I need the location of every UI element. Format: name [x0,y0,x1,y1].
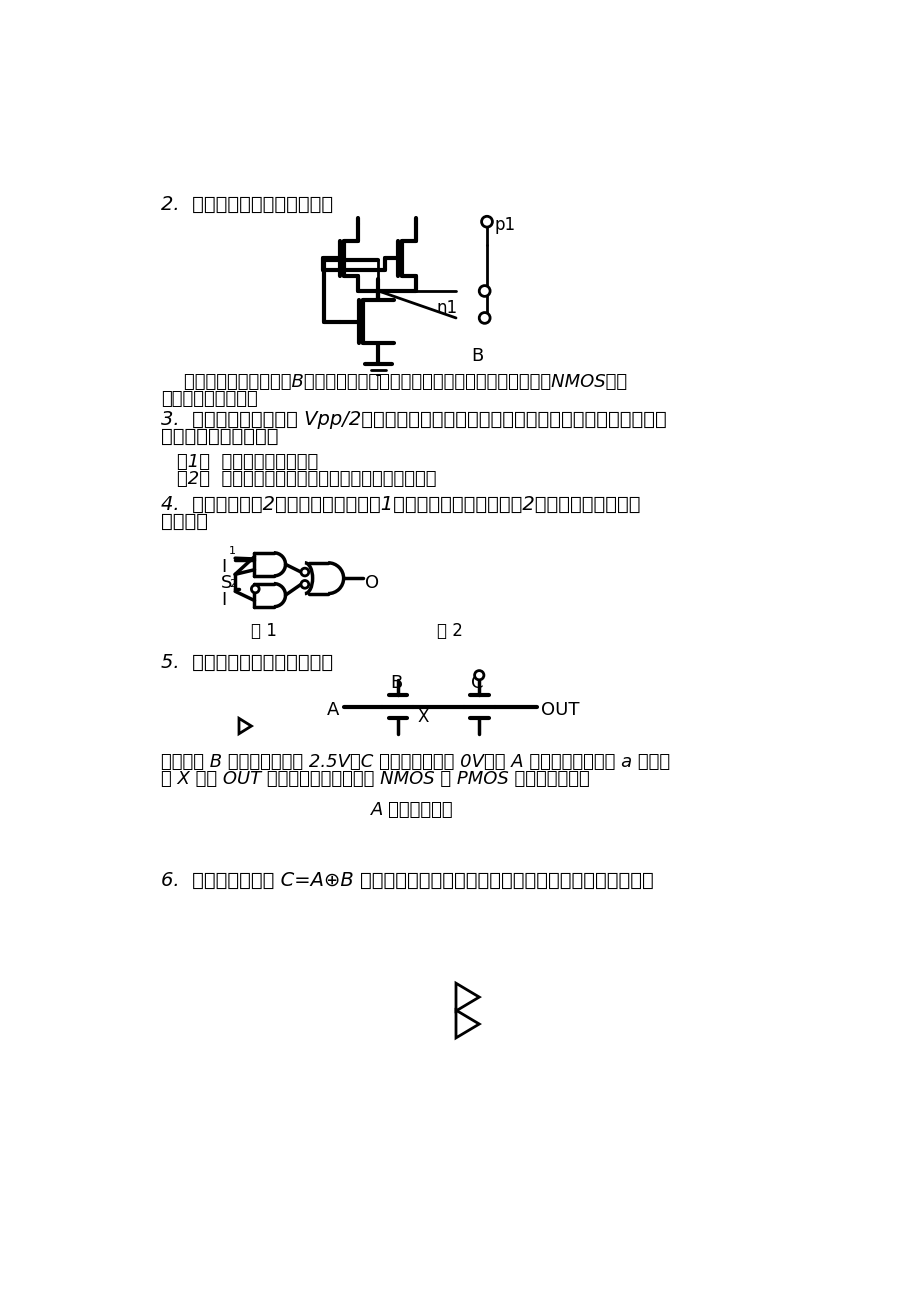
Circle shape [479,312,490,323]
Text: I: I [221,591,226,609]
Circle shape [301,581,309,589]
Text: 1: 1 [229,546,235,556]
Text: （1）  电路的功能是什么？: （1） 电路的功能是什么？ [176,453,318,471]
Text: S: S [221,574,233,592]
Text: 2: 2 [229,578,236,589]
Circle shape [251,585,259,592]
Text: （2）  说明电路的静态功耗是否为零，并解释原因。: （2） 说明电路的静态功耗是否为零，并解释原因。 [176,470,436,488]
Text: I: I [221,559,226,577]
Text: B: B [390,674,402,693]
Circle shape [479,285,490,297]
Text: p1: p1 [494,216,516,233]
Text: X: X [417,708,428,727]
Text: 2.  根据下面的电路回答问题：: 2. 根据下面的电路回答问题： [162,195,334,214]
Text: 4.  分析比较下面2种电路结构，说明图1的工作原理，介绍它和图2所示电路的相同点和: 4. 分析比较下面2种电路结构，说明图1的工作原理，介绍它和图2所示电路的相同点… [162,495,641,514]
Text: 出 X 点和 OUT 点的波形，并以此说明 NMOS 和 PMOS 传输门的特点。: 出 X 点和 OUT 点的波形，并以此说明 NMOS 和 PMOS 传输门的特点… [162,769,590,788]
Text: O: O [365,574,379,592]
Circle shape [474,671,483,680]
Text: OUT: OUT [540,702,579,720]
Text: 不同点。: 不同点。 [162,512,209,531]
Text: 门电路的什么问题？: 门电路的什么问题？ [162,389,258,408]
Text: A 点的输入波形: A 点的输入波形 [370,802,453,819]
Text: C: C [471,674,483,693]
Text: 图 1: 图 1 [250,622,277,641]
Text: n1: n1 [437,298,458,316]
Circle shape [481,216,492,227]
Text: B: B [471,348,483,365]
Circle shape [301,568,309,575]
Text: 分析电路，说明电路的B区域完成的是什么功能，设计该部分电路是为了解决NMOS传输: 分析电路，说明电路的B区域完成的是什么功能，设计该部分电路是为了解决NMOS传输 [162,374,627,392]
Text: 6.  写出逻辑表达式 C=A⊕B 的真值表，并根据真值表画出基于传输门的电路原理图。: 6. 写出逻辑表达式 C=A⊕B 的真值表，并根据真值表画出基于传输门的电路原理… [162,871,653,889]
Text: 电路原理图回答问题。: 电路原理图回答问题。 [162,427,278,447]
Text: 3.  假定反向器在理想的 Vpp/2时转换，忽略沟道长度调制和寄生效应，根据下面的传输门: 3. 假定反向器在理想的 Vpp/2时转换，忽略沟道长度调制和寄生效应，根据下面… [162,410,666,430]
Text: 5.  根据下面的电路回答问题。: 5. 根据下面的电路回答问题。 [162,652,334,672]
Text: A: A [326,702,338,720]
Text: 已知电路 B 点的输入电压为 2.5V，C 点的输入电压为 0V。当 A 点的输入电压如图 a 时，画: 已知电路 B 点的输入电压为 2.5V，C 点的输入电压为 0V。当 A 点的输… [162,753,670,771]
Text: 图 2: 图 2 [437,622,462,641]
